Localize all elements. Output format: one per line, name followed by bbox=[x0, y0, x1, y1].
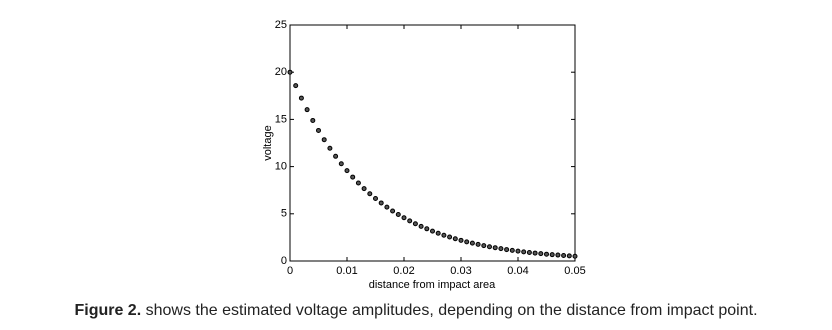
point bbox=[430, 228, 435, 234]
point bbox=[327, 145, 333, 151]
x-tick-label: 0.04 bbox=[507, 265, 528, 277]
point bbox=[333, 153, 339, 159]
y-tick-label: 5 bbox=[281, 208, 287, 220]
y-tick-label: 10 bbox=[275, 161, 287, 173]
point bbox=[538, 251, 544, 257]
point bbox=[287, 69, 293, 75]
point bbox=[338, 161, 344, 167]
point bbox=[487, 244, 492, 250]
point bbox=[504, 247, 510, 253]
y-axis-label: voltage bbox=[262, 125, 274, 160]
x-axis-label: distance from impact area bbox=[369, 279, 496, 291]
chart: voltage distance from impact area 0 5 10 15… bbox=[262, 19, 586, 291]
point bbox=[310, 117, 316, 123]
caption: Figure 2. shows the estimated voltage am… bbox=[0, 302, 832, 320]
y-tick-label: 0 bbox=[281, 255, 287, 267]
y-tick-label: 25 bbox=[275, 19, 287, 31]
point bbox=[378, 200, 384, 206]
point bbox=[521, 249, 527, 255]
x-tick-label: 0.02 bbox=[393, 265, 414, 277]
point bbox=[475, 241, 481, 247]
point bbox=[469, 240, 475, 246]
point bbox=[298, 95, 304, 101]
point bbox=[321, 137, 327, 143]
point bbox=[395, 211, 401, 217]
point bbox=[572, 253, 578, 259]
point bbox=[561, 253, 567, 259]
point bbox=[373, 196, 378, 202]
point bbox=[515, 248, 521, 254]
point bbox=[407, 218, 413, 224]
y-tick-label: 20 bbox=[275, 66, 287, 78]
point bbox=[293, 83, 299, 89]
x-tick-label: 0.03 bbox=[450, 265, 471, 277]
point bbox=[532, 250, 538, 256]
point bbox=[355, 180, 361, 186]
point bbox=[549, 252, 555, 258]
point bbox=[367, 191, 373, 197]
point bbox=[384, 204, 390, 210]
caption-label: Figure 2. bbox=[74, 302, 142, 319]
point bbox=[481, 243, 487, 249]
point bbox=[452, 236, 458, 242]
plot-box bbox=[289, 24, 576, 262]
point bbox=[401, 215, 407, 221]
caption-text: shows the estimated voltage amplitudes, … bbox=[145, 302, 758, 319]
point bbox=[458, 237, 464, 243]
point bbox=[316, 127, 321, 133]
point bbox=[492, 245, 498, 251]
point bbox=[418, 223, 424, 229]
point bbox=[509, 247, 515, 253]
point bbox=[526, 250, 532, 256]
point bbox=[344, 168, 350, 174]
x-tick-label: 0.01 bbox=[336, 265, 357, 277]
point bbox=[412, 221, 418, 227]
point bbox=[566, 253, 572, 259]
x-tick-label: 0.05 bbox=[564, 265, 585, 277]
point bbox=[544, 251, 549, 257]
point bbox=[304, 107, 310, 113]
point bbox=[350, 174, 356, 180]
y-tick-label: 15 bbox=[275, 113, 287, 125]
point bbox=[498, 246, 504, 252]
point bbox=[390, 208, 396, 214]
point bbox=[361, 186, 367, 192]
point bbox=[555, 252, 561, 258]
point bbox=[464, 239, 470, 245]
point bbox=[435, 230, 441, 236]
point bbox=[441, 232, 447, 238]
point bbox=[424, 226, 430, 232]
x-tick-label: 0 bbox=[287, 265, 293, 277]
point bbox=[447, 234, 453, 240]
